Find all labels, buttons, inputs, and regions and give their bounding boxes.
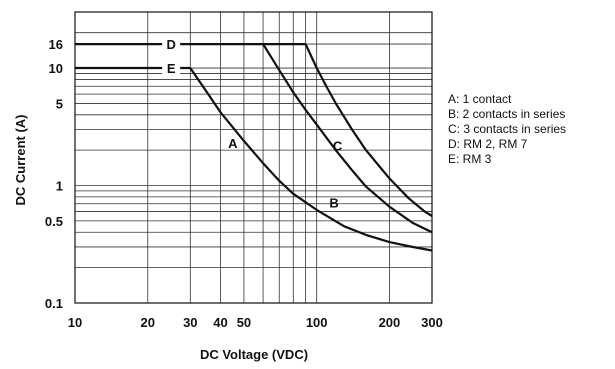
- y-tick-label: 1: [56, 179, 63, 194]
- legend-entry-c: C: 3 contacts in series: [448, 122, 567, 136]
- plot-frame: [74, 11, 433, 304]
- legend-entry-d: D: RM 2, RM 7: [448, 137, 528, 151]
- x-tick-label: 40: [213, 315, 227, 330]
- curve-label-e: E: [167, 61, 176, 76]
- y-axis-title: DC Current (A): [13, 115, 28, 206]
- grid-lines: [75, 11, 433, 303]
- tick-labels: 10 20 30 40 50 100 200 300 0.1 0.5 1 5 10 16: [45, 37, 443, 330]
- plot-border: [74, 11, 433, 304]
- curve-label-a: A: [228, 136, 238, 151]
- legend-entry-a: A: 1 contact: [448, 92, 512, 106]
- x-tick-label: 100: [306, 315, 328, 330]
- y-tick-label: 16: [49, 37, 63, 52]
- x-tick-label: 200: [379, 315, 401, 330]
- curve-c: [304, 43, 433, 217]
- y-tick-label: 0.1: [45, 296, 63, 311]
- legend-entry-e: E: RM 3: [448, 152, 492, 166]
- y-tick-label: 0.5: [45, 214, 63, 229]
- series-curves: [75, 43, 433, 252]
- curve-label-b: B: [329, 195, 338, 210]
- x-axis-title: DC Voltage (VDC): [200, 347, 308, 362]
- legend-entry-b: B: 2 contacts in series: [448, 107, 566, 121]
- x-tick-label: 10: [68, 315, 82, 330]
- curve-labels: DE A B C: [162, 36, 343, 210]
- y-tick-label: 10: [49, 61, 63, 76]
- y-tick-label: 5: [56, 96, 63, 111]
- x-tick-label: 20: [141, 315, 155, 330]
- curve-b: [262, 43, 433, 234]
- x-tick-label: 30: [183, 315, 197, 330]
- x-tick-label: 300: [421, 315, 443, 330]
- x-tick-label: 50: [237, 315, 251, 330]
- curve-label-backing: [162, 60, 181, 77]
- curve-label-c: C: [333, 138, 343, 153]
- legend: A: 1 contact B: 2 contacts in series C: …: [448, 92, 566, 167]
- curve-label-d: D: [166, 37, 175, 52]
- curve-a: [189, 67, 433, 252]
- curve-label-backing: [162, 36, 181, 53]
